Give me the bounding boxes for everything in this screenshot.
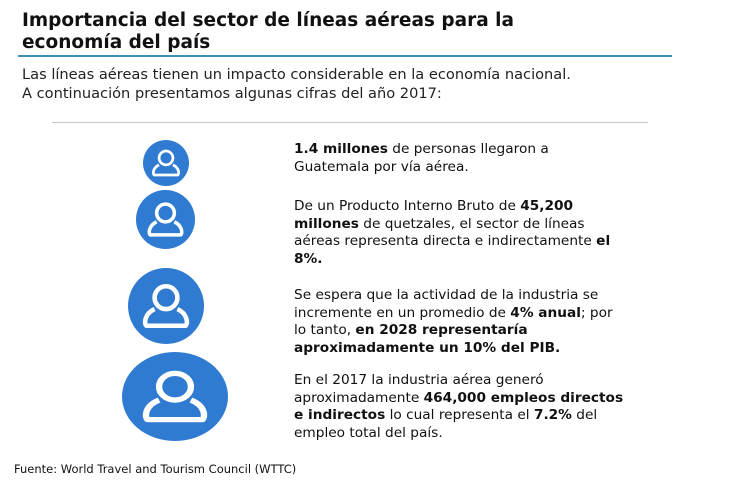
stat-passengers-text: de personas llegaron a Guatemala por vía…	[294, 141, 549, 175]
intro-paragraph: Las líneas aéreas tienen un impacto cons…	[22, 65, 702, 103]
page-title: Importancia del sector de líneas aéreas …	[22, 10, 622, 54]
section-divider	[52, 122, 648, 123]
title-line-2: economía del país	[22, 32, 211, 53]
stat-employment-text-3: del empleo total del país.	[294, 407, 598, 441]
stat-growth-rate: 4% anual	[510, 304, 581, 321]
person-icon	[136, 190, 195, 249]
stat-employment-share: 7.2%	[533, 407, 572, 423]
stat-employment: En el 2017 la industria aérea generó apr…	[294, 372, 624, 442]
stat-passengers: 1.4 millones de personas llegaron a Guat…	[294, 141, 594, 176]
stat-growth-text-2: ; por lo tanto,	[294, 304, 613, 339]
stat-growth-text-1: Se espera que la actividad de la industr…	[294, 287, 599, 321]
stat-employment-text-1: En el 2017 la industria aérea generó apr…	[294, 372, 544, 406]
stat-gdp: De un Producto Interno Bruto de 45,200 m…	[294, 198, 614, 268]
stat-gdp-text-1: De un Producto Interno Bruto de	[294, 198, 521, 214]
stat-gdp-share: el 8%.	[294, 233, 611, 267]
stat-growth: Se espera que la actividad de la industr…	[294, 287, 624, 357]
title-divider	[18, 55, 672, 57]
stat-employment-jobs: 464,000 empleos directos e indirectos	[294, 389, 624, 424]
source-note: Fuente: World Travel and Tourism Council…	[14, 462, 297, 476]
stat-growth-projection: en 2028 representaría aproximadamente un…	[294, 322, 561, 356]
stat-gdp-value: 45,200 millones	[294, 198, 574, 232]
person-icon	[143, 140, 189, 186]
intro-line-1: Las líneas aéreas tienen un impacto cons…	[22, 66, 571, 83]
stat-gdp-text-2: de quetzales, el sector de líneas aéreas…	[294, 215, 597, 250]
stat-employment-text-2: lo cual representa el	[385, 407, 534, 423]
stat-passengers-value: 1.4 millones	[294, 141, 388, 157]
intro-line-2: A continuación presentamos algunas cifra…	[22, 85, 442, 102]
person-icon	[128, 268, 204, 344]
title-line-1: Importancia del sector de líneas aéreas …	[22, 10, 514, 31]
person-icon	[122, 352, 228, 441]
